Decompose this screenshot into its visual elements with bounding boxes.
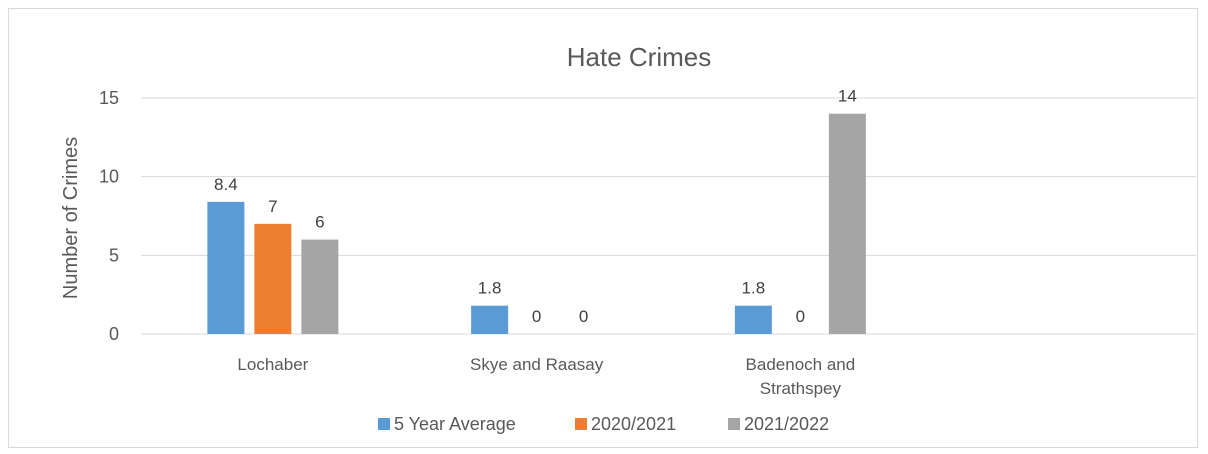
data-label: 1.8 <box>478 279 502 298</box>
bar <box>471 305 509 334</box>
legend-label: 2021/2022 <box>744 414 829 434</box>
category-label: Skye and Raasay <box>470 355 604 374</box>
gridlines <box>141 97 1196 335</box>
category-label: Lochaber <box>237 355 308 374</box>
category-label: Badenoch and <box>746 355 856 374</box>
data-label: 14 <box>838 87 857 106</box>
category-labels: Lochaber Skye and Raasay Badenoch and Strat… <box>237 355 855 398</box>
bar <box>207 201 245 334</box>
y-axis-ticks: 0 5 10 15 <box>99 88 119 344</box>
bar <box>301 239 339 334</box>
data-label: 0 <box>796 307 805 326</box>
legend-swatch <box>575 418 587 430</box>
y-tick-label: 5 <box>109 245 119 265</box>
data-label: 1.8 <box>742 279 766 298</box>
data-labels: 8.4 1.8 1.8 7 0 0 6 0 14 <box>214 87 857 326</box>
chart-frame <box>8 8 1198 448</box>
legend: 5 Year Average 2020/2021 2021/2022 <box>378 414 829 434</box>
data-label: 6 <box>315 213 324 232</box>
bar <box>254 223 292 334</box>
y-tick-label: 15 <box>99 88 119 108</box>
bars <box>207 113 866 334</box>
data-label: 7 <box>268 197 277 216</box>
bar <box>734 305 772 334</box>
y-tick-label: 10 <box>99 167 119 187</box>
legend-label: 5 Year Average <box>394 414 516 434</box>
data-label: 8.4 <box>214 175 238 194</box>
legend-swatch <box>728 418 740 430</box>
bar <box>828 113 866 334</box>
y-tick-label: 0 <box>109 324 119 344</box>
data-label: 0 <box>532 307 541 326</box>
category-label: Strathspey <box>760 379 842 398</box>
legend-label: 2020/2021 <box>591 414 676 434</box>
data-label: 0 <box>579 307 588 326</box>
legend-swatch <box>378 418 390 430</box>
y-axis-title: Number of Crimes <box>60 137 82 299</box>
chart-title: Hate Crimes <box>567 42 711 72</box>
